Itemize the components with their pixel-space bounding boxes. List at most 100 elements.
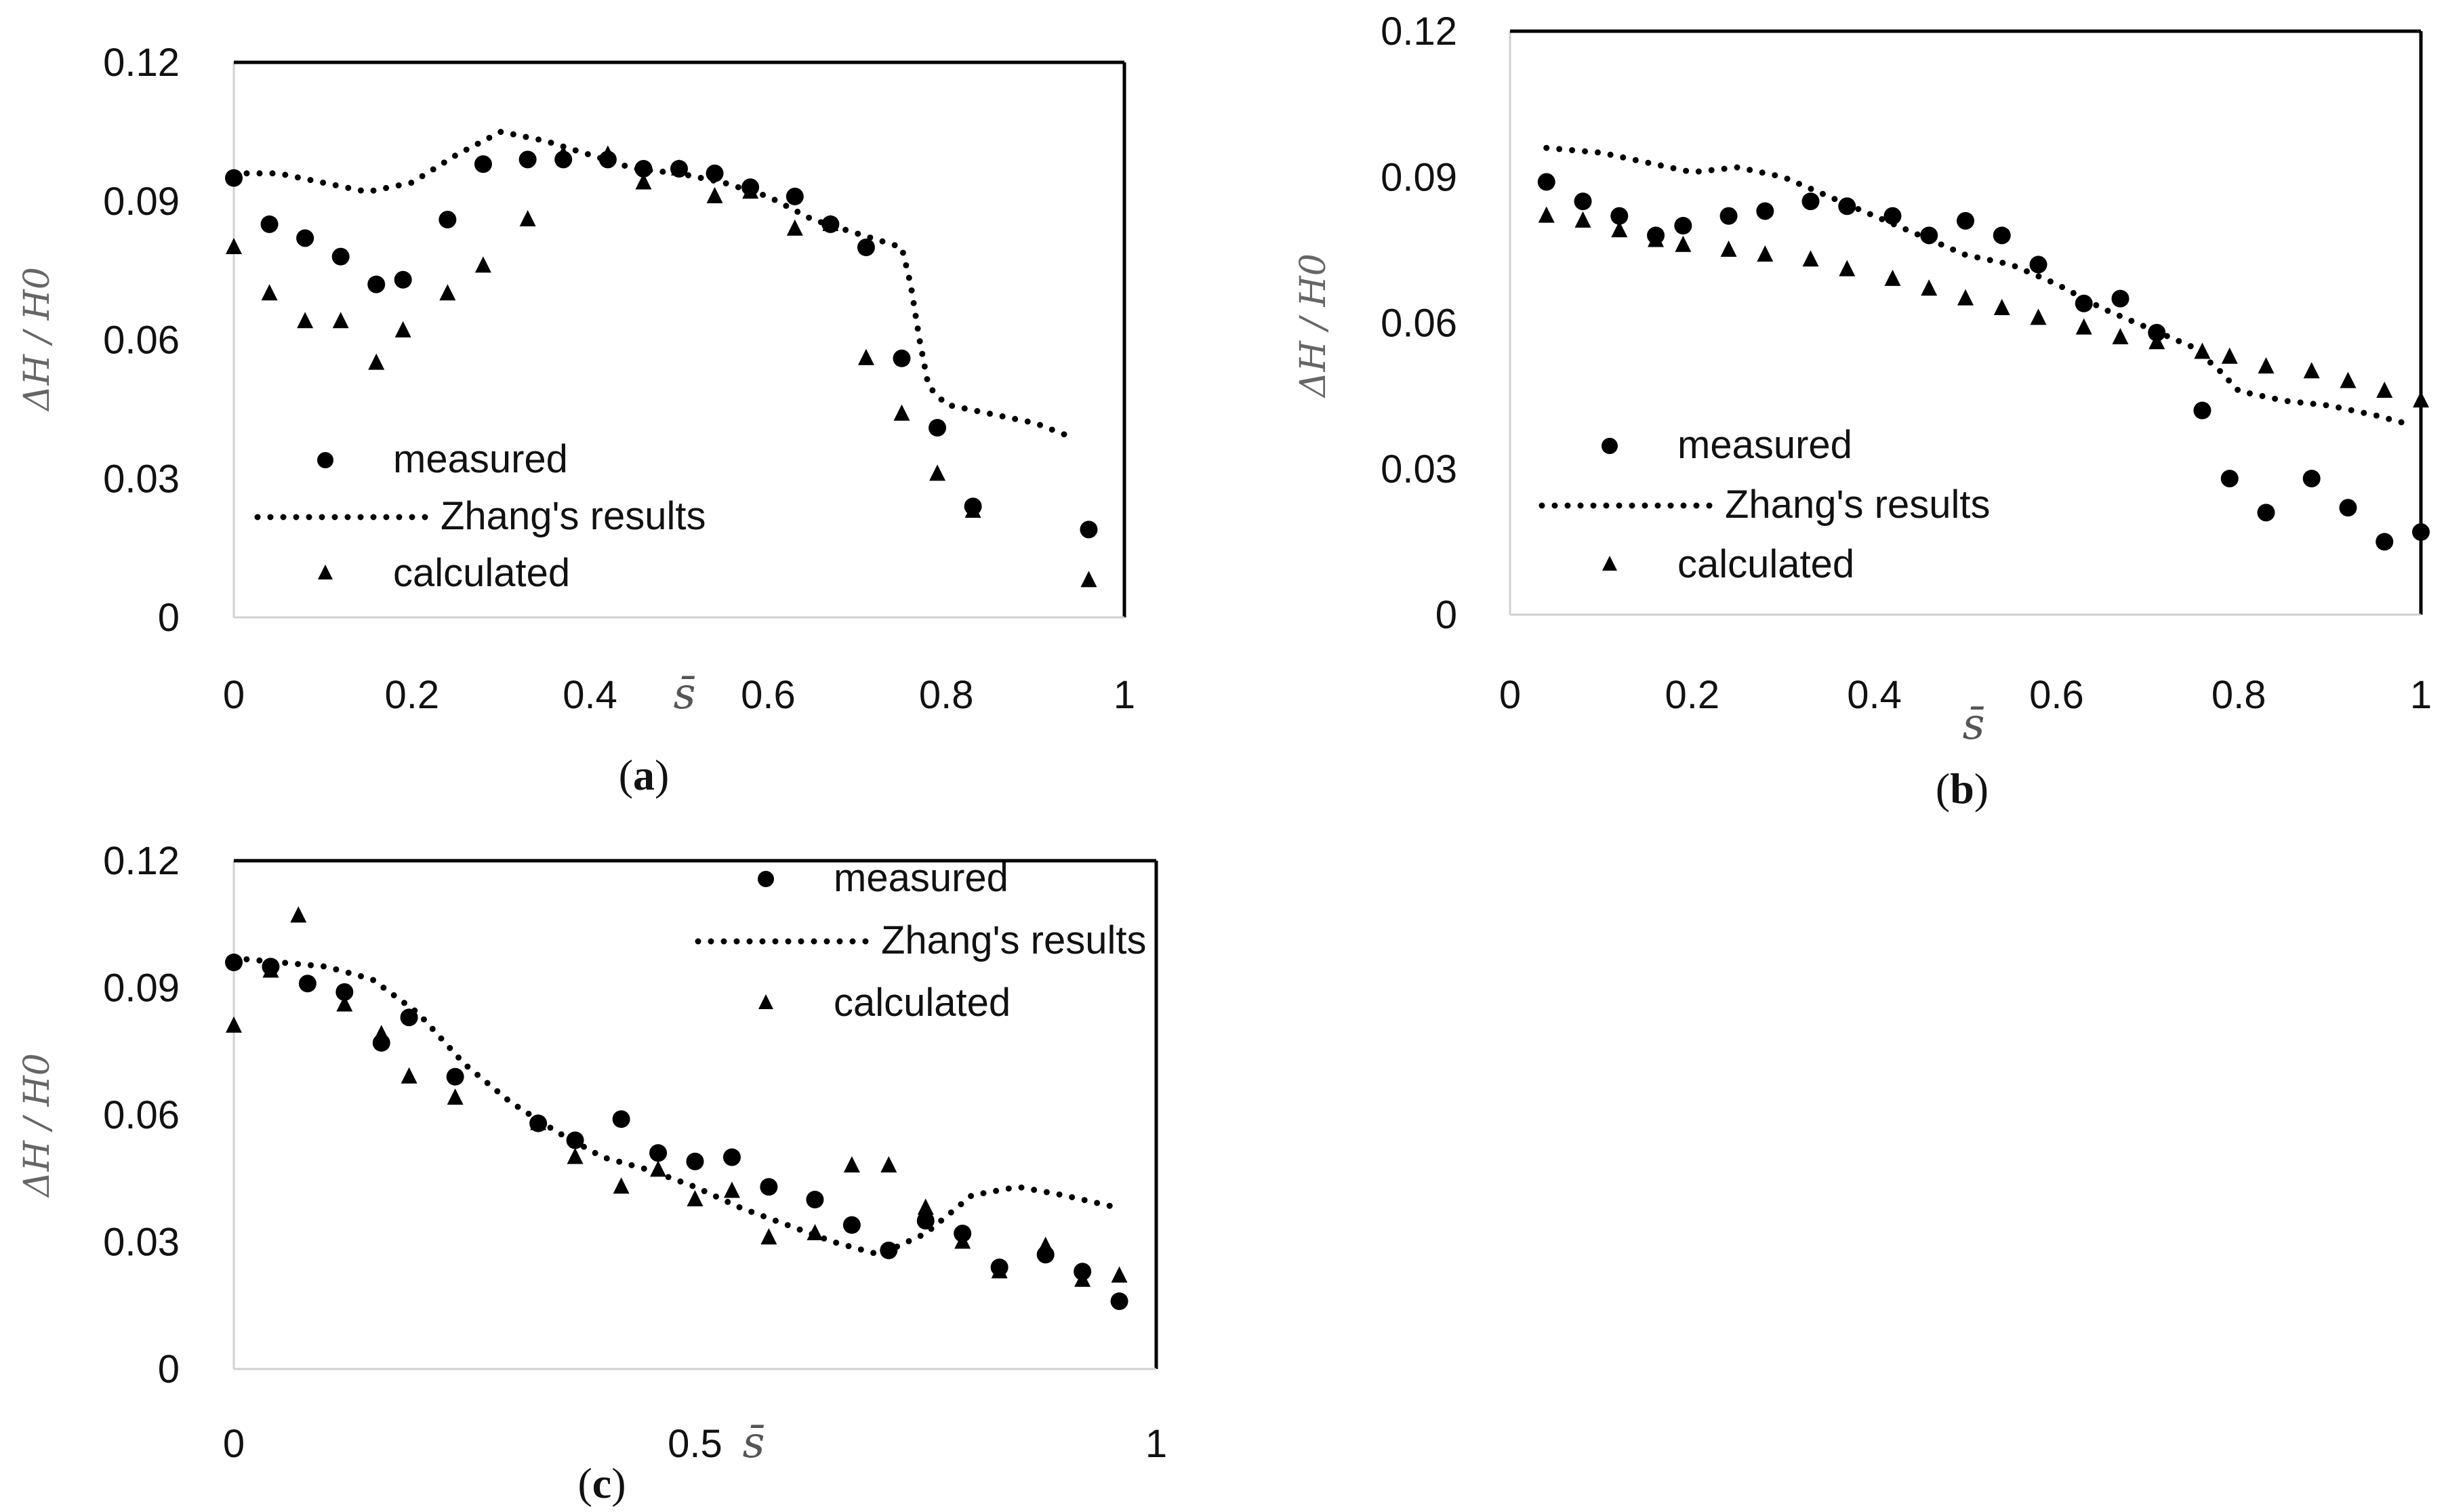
measured-point — [1993, 226, 2011, 245]
calculated-point — [394, 321, 411, 338]
measured-point — [2412, 523, 2430, 542]
calculated-point — [1921, 279, 1938, 296]
calculated-point — [807, 1224, 823, 1240]
calculated-point — [290, 906, 307, 923]
legend-calculated-marker — [1602, 556, 1617, 571]
x-tick-label: 0.6 — [741, 673, 796, 717]
measured-point — [2111, 289, 2129, 308]
series-measured — [225, 150, 1098, 539]
calculated-point — [226, 238, 242, 254]
panel-caption: (a) — [619, 751, 670, 799]
y-axis-label: ΔH / H0 — [17, 267, 58, 412]
calculated-point — [991, 1262, 1008, 1279]
calculated-point — [2258, 357, 2275, 374]
measured-point — [296, 229, 314, 247]
measured-point — [2302, 470, 2321, 488]
measured-point — [722, 1148, 741, 1166]
y-tick-label: 0.06 — [103, 1093, 180, 1137]
measured-point — [1719, 207, 1738, 225]
measured-point — [260, 215, 279, 233]
measured-point — [1537, 173, 1555, 191]
calculated-point — [1720, 240, 1737, 257]
y-tick-label: 0.12 — [103, 41, 180, 85]
calculated-point — [1538, 206, 1555, 223]
legend-label: measured — [393, 437, 568, 481]
calculated-point — [1111, 1266, 1128, 1283]
x-tick-label: 1 — [1145, 1422, 1167, 1466]
calculated-point — [519, 210, 536, 227]
calculated-point — [706, 186, 723, 203]
calculated-point — [447, 1088, 464, 1105]
calculated-point — [567, 1147, 584, 1164]
series-calculated — [226, 906, 1128, 1287]
calculated-point — [373, 1025, 390, 1042]
legend-label: measured — [1677, 423, 1852, 467]
measured-point — [1883, 207, 1902, 225]
measured-point — [298, 975, 317, 993]
calculated-point — [613, 1177, 630, 1194]
calculated-point — [1611, 221, 1628, 238]
calculated-point — [822, 214, 839, 231]
series-zhang-s-results — [230, 128, 1074, 441]
calculated-point — [1037, 1236, 1054, 1253]
calculated-point — [1574, 211, 1591, 228]
measured-point — [842, 1216, 861, 1234]
calculated-point — [2075, 318, 2092, 335]
calculated-point — [2148, 333, 2165, 350]
measured-point — [446, 1067, 464, 1086]
legend: measured Zhang's results calculated — [254, 437, 706, 595]
measured-point — [2193, 401, 2211, 420]
measured-point — [1801, 192, 1820, 211]
calculated-point — [401, 1067, 417, 1084]
legend-measured-marker — [758, 871, 774, 887]
calculated-point — [1675, 235, 1692, 252]
calculated-point — [226, 1016, 242, 1033]
measured-point — [612, 1110, 630, 1128]
measured-point — [394, 270, 412, 289]
series-calculated — [1538, 206, 2429, 408]
calculated-point — [2221, 347, 2238, 364]
x-axis-label: s̄ — [674, 669, 696, 719]
calculated-point — [635, 173, 652, 190]
calculated-point — [742, 182, 759, 199]
calculated-point — [2376, 381, 2393, 398]
y-tick-label: 0.06 — [103, 319, 180, 363]
x-tick-label: 0.5 — [668, 1422, 722, 1466]
measured-point — [1080, 520, 1098, 539]
legend-calculated-marker — [758, 994, 773, 1009]
calculated-point — [474, 256, 491, 273]
measured-point — [1756, 202, 1774, 220]
legend-label: Zhang's results — [1725, 483, 1990, 527]
calculated-point — [954, 1232, 971, 1249]
calculated-point — [2112, 328, 2129, 345]
legend-calculated-marker — [318, 565, 333, 579]
x-tick-label: 1 — [1114, 673, 1135, 717]
measured-point — [686, 1152, 704, 1170]
y-tick-label: 0.09 — [103, 966, 180, 1010]
measured-point — [225, 169, 243, 187]
x-tick-label: 0 — [1499, 673, 1521, 717]
measured-point — [518, 150, 537, 169]
x-axis-label: s̄ — [1963, 699, 1985, 750]
zhang-results-line — [230, 128, 1074, 441]
measured-point — [786, 187, 804, 205]
calculated-point — [555, 145, 572, 162]
x-tick-label: 0.6 — [2029, 673, 2084, 717]
calculated-point — [786, 219, 803, 236]
measured-point — [806, 1191, 824, 1208]
x-tick-label: 0.2 — [1665, 673, 1719, 717]
calculated-point — [439, 284, 456, 301]
calculated-point — [1884, 269, 1901, 286]
calculated-point — [893, 404, 910, 421]
calculated-point — [1080, 571, 1097, 588]
y-tick-label: 0 — [158, 596, 180, 640]
x-tick-label: 0.8 — [2211, 673, 2266, 717]
calculated-point — [1074, 1270, 1091, 1287]
y-axis-label: ΔH / H0 — [1293, 253, 1334, 399]
calculated-point — [760, 1228, 777, 1245]
legend-measured-marker — [317, 452, 333, 468]
measured-point — [2339, 499, 2357, 517]
calculated-point — [650, 1160, 667, 1177]
measured-point — [649, 1144, 668, 1162]
calculated-point — [2413, 391, 2429, 408]
